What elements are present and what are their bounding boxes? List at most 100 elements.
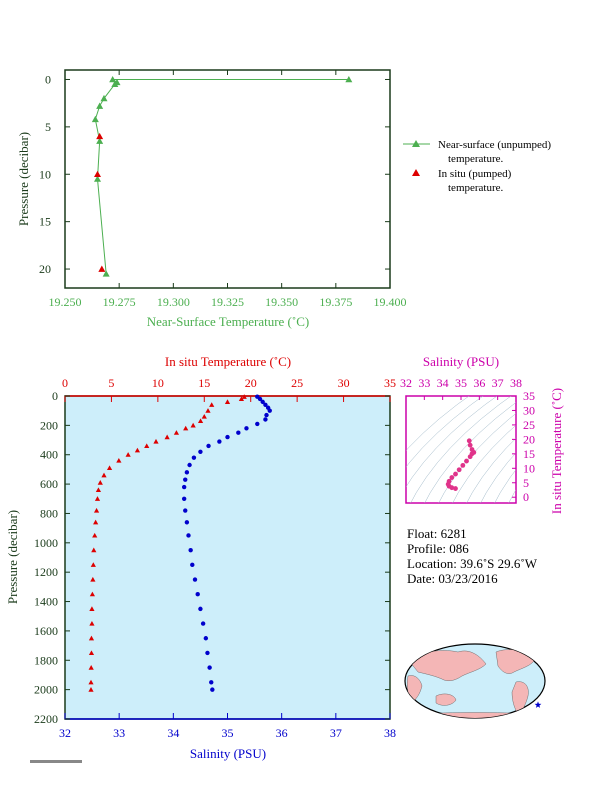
near-surface-y-tick-label: 5: [45, 120, 51, 134]
salinity-tick-label: 36: [276, 726, 288, 740]
unpumped-point: [91, 115, 99, 123]
unpumped-point: [345, 75, 353, 83]
salinity-point: [207, 665, 212, 670]
profile-y-label: Pressure (decibar): [5, 510, 20, 604]
temperature-tick-label: 25: [291, 376, 303, 390]
temperature-point: [97, 480, 103, 485]
temperature-point: [144, 443, 150, 448]
pressure-tick-label: 400: [40, 448, 58, 462]
ts-x-tick-label: 35: [455, 376, 467, 390]
ts-x-tick-label: 32: [400, 376, 412, 390]
density-contour: [452, 424, 516, 503]
density-contour: [534, 391, 612, 508]
salinity-point: [257, 396, 263, 402]
near-surface-x-tick-label: 19.325: [211, 295, 244, 309]
ts-x-tick-label: 34: [437, 376, 449, 390]
ts-y-tick-label: 5: [523, 476, 529, 490]
near-surface-chart: 19.250 19.275 19.300 19.325 19.350 19.375 19.4…: [16, 69, 551, 329]
legend-entry-pumped: In situ (pumped): [438, 168, 512, 180]
salinity-point: [198, 606, 203, 612]
map-land-antarctica: [419, 712, 531, 718]
salinity-point: [195, 592, 200, 597]
profile-date: Date: 03/23/2016: [407, 571, 498, 586]
salinity-point: [236, 430, 241, 435]
salinity-tick-label: 37: [330, 726, 342, 740]
temperature-tick-label: 20: [245, 376, 257, 390]
salinity-point: [181, 484, 187, 490]
density-contour: [406, 396, 470, 451]
salinity-point: [183, 477, 188, 482]
temperature-point: [92, 532, 98, 538]
pumped-point: [98, 265, 106, 272]
salinity-point: [205, 650, 210, 656]
ts-y-tick-label: 25: [523, 418, 535, 432]
footer-caption: [30, 760, 82, 763]
map-land-asia: [409, 650, 487, 681]
salinity-point: [260, 399, 265, 405]
pressure-tick-label: 200: [40, 418, 58, 432]
pressure-tick-label: 1000: [34, 536, 58, 550]
ts-x-tick-label: 33: [418, 376, 430, 390]
salinity-point: [184, 470, 190, 475]
temperature-point: [93, 507, 100, 513]
temperature-point: [106, 465, 113, 471]
ts-y-label: In situ Temperature (˚C): [549, 388, 564, 514]
density-contour: [480, 452, 516, 503]
pressure-tick-label: 2000: [34, 683, 58, 697]
temperature-point: [89, 620, 95, 626]
temperature-point: [134, 447, 141, 453]
pressure-tick-label: 0: [52, 389, 58, 403]
temperature-point: [88, 679, 94, 685]
ts-y-tick-label: 10: [523, 461, 535, 475]
ts-y-tick-label: 15: [523, 447, 535, 461]
near-surface-y-label: Pressure (decibar): [16, 132, 31, 226]
ts-x-tick-label: 37: [492, 376, 504, 390]
salinity-point: [184, 520, 190, 525]
density-contour: [410, 396, 512, 503]
near-surface-legend: Near-surface (unpumped) temperature. In …: [403, 139, 551, 194]
profile-series: [88, 394, 272, 692]
salinity-point: [263, 402, 268, 408]
temperature-tick-label: 35: [384, 376, 396, 390]
legend-red-triangle: [412, 169, 420, 176]
ts-point: [469, 447, 475, 452]
ts-point: [466, 438, 472, 444]
near-surface-x-label: Near-Surface Temperature (˚C): [147, 314, 309, 329]
temperature-point: [209, 402, 215, 407]
temperature-tick-label: 30: [338, 376, 350, 390]
ts-point: [449, 475, 455, 480]
salinity-point: [263, 417, 268, 422]
unpumped-point: [96, 102, 104, 109]
near-surface-x-tick-label: 19.375: [319, 295, 352, 309]
temperature-point: [201, 413, 207, 419]
salinity-tick-label: 34: [167, 726, 179, 740]
temperature-tick-label: 10: [152, 376, 164, 390]
temperature-point: [95, 487, 102, 493]
near-surface-x-tick-label: 19.250: [49, 295, 82, 309]
salinity-tick-label: 38: [384, 726, 396, 740]
temperature-point: [94, 496, 101, 501]
temperature-point: [224, 399, 231, 404]
pumped-point: [94, 170, 101, 178]
near-surface-series: [91, 75, 353, 277]
salinity-point: [191, 455, 197, 460]
density-contour: [406, 396, 484, 468]
near-surface-y-tick-label: 0: [45, 72, 51, 86]
ts-y-tick-label: 20: [523, 432, 535, 446]
temperature-point: [153, 438, 159, 444]
map-land-africa: [407, 675, 423, 703]
salinity-point: [183, 508, 188, 513]
pumped-point: [96, 132, 104, 140]
salinity-point: [264, 412, 269, 418]
temperature-point: [91, 547, 97, 553]
ts-points: [445, 438, 477, 491]
unpumped-point: [109, 75, 117, 83]
ts-point: [460, 463, 466, 468]
salinity-point: [244, 426, 249, 431]
salinity-point: [188, 547, 193, 553]
ts-density-contours: [406, 391, 612, 508]
salinity-point: [200, 621, 206, 626]
ts-point: [446, 478, 452, 484]
